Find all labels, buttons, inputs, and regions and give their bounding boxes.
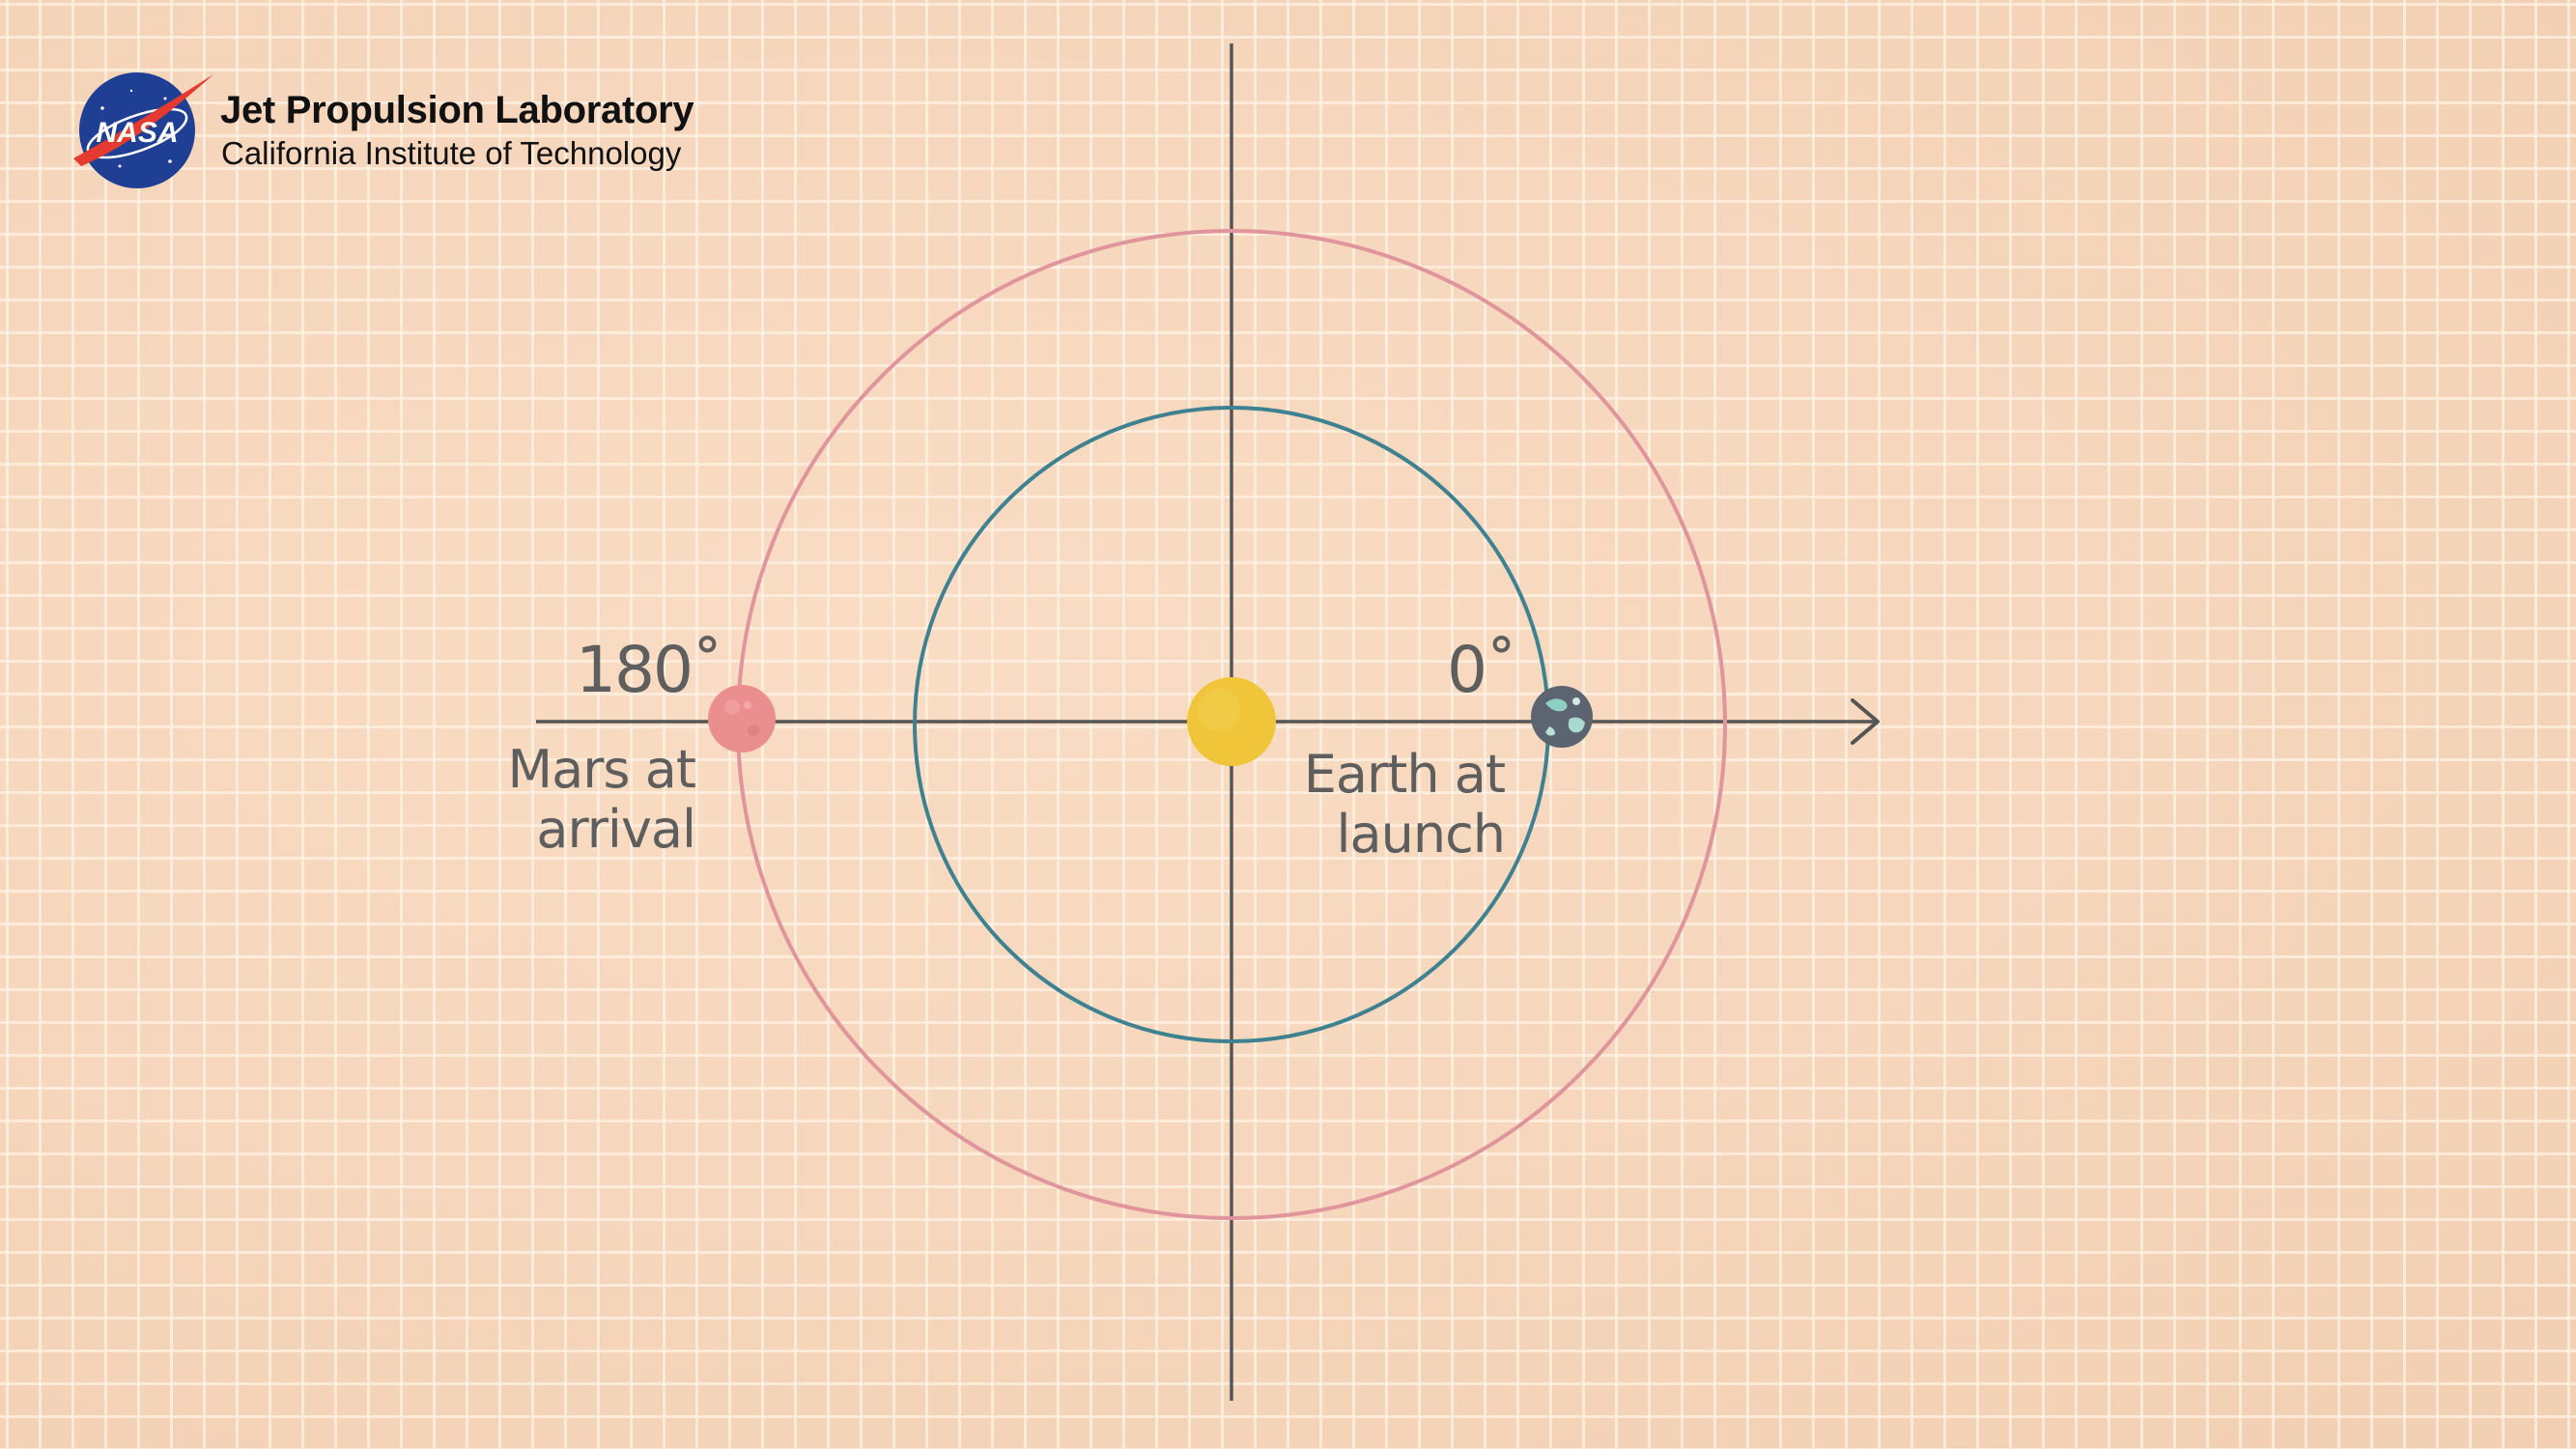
mars-label-line1: Mars at <box>507 739 696 800</box>
nasa-meatball-icon: NASA <box>73 72 213 188</box>
angle-label-0: 0˚ <box>1447 633 1517 707</box>
mars-label-line2: arrival <box>536 799 696 860</box>
nasa-logo: NASA <box>73 70 218 191</box>
sun-icon <box>1187 677 1276 766</box>
arrow-right-icon <box>1851 698 1880 745</box>
earth-label: Earth at launch <box>1294 744 1506 865</box>
earth-icon <box>1531 686 1593 748</box>
earth-label-line2: launch <box>1336 804 1506 865</box>
mars-label: Mars at arrival <box>502 739 696 860</box>
earth-label-line1: Earth at <box>1303 744 1506 805</box>
nasa-logo-text: NASA <box>96 117 178 149</box>
org-title: Jet Propulsion Laboratory <box>220 89 694 131</box>
angle-label-180: 180˚ <box>576 633 723 707</box>
org-subtitle: California Institute of Technology <box>221 135 682 171</box>
mars-icon <box>708 685 776 753</box>
